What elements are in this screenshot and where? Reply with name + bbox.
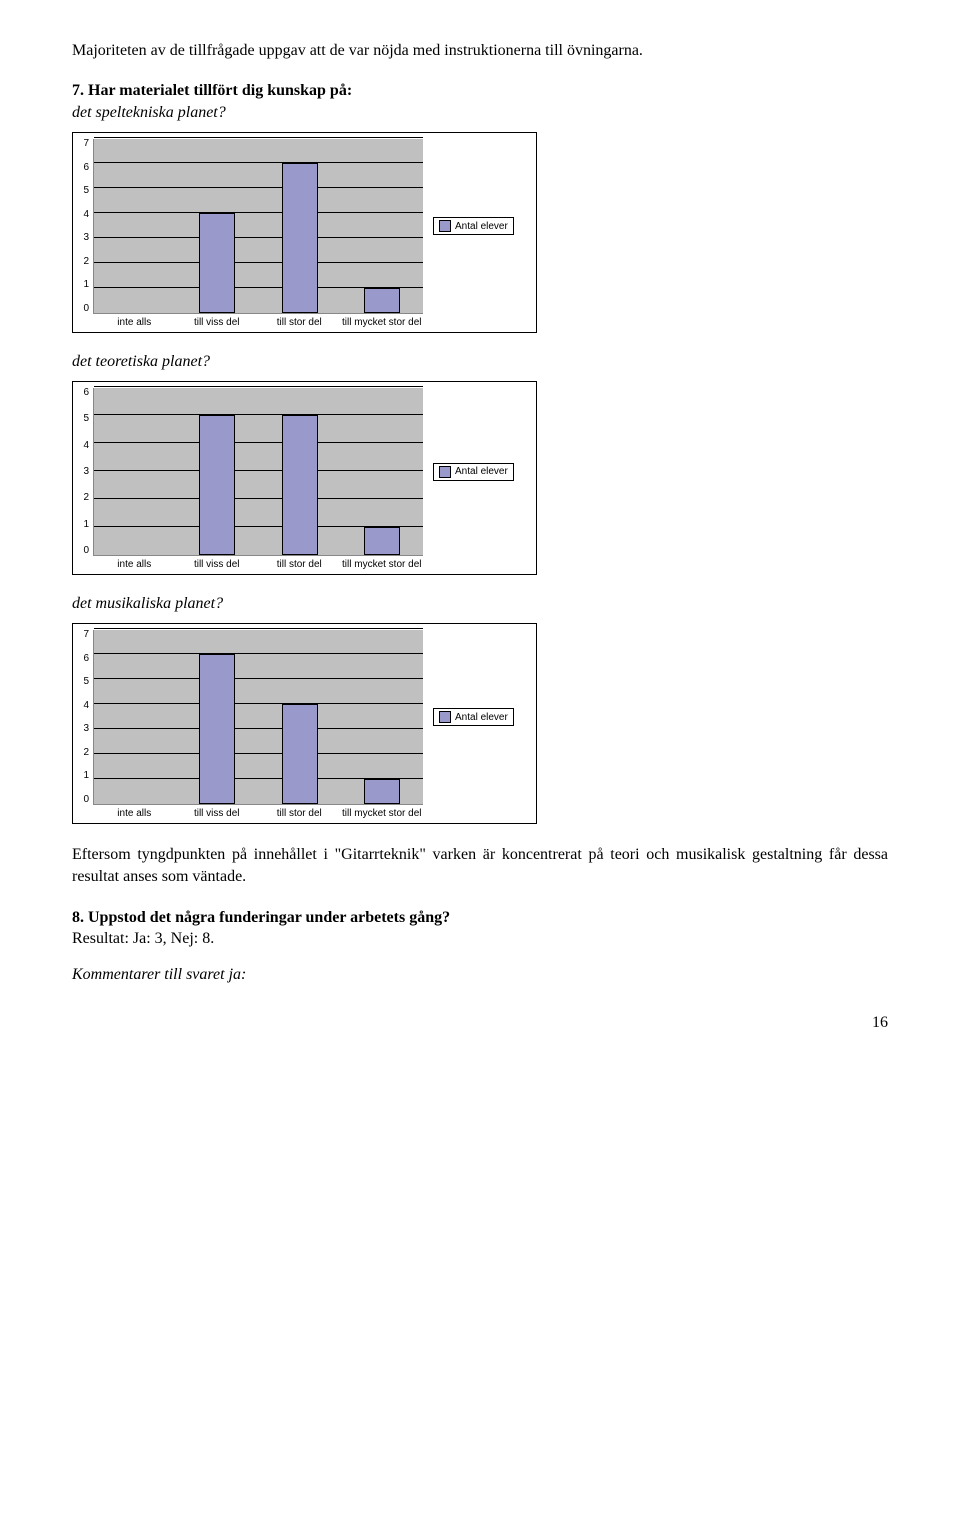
y-tick-label: 5 [83,186,89,196]
chart-legend: Antal elever [433,708,514,726]
x-tick-label: till mycket stor del [341,559,424,570]
x-tick-label: inte alls [93,317,176,328]
y-tick-label: 4 [83,210,89,220]
y-tick-label: 6 [83,654,89,664]
y-tick-label: 6 [83,163,89,173]
legend-swatch [439,220,451,232]
y-tick-label: 0 [83,546,89,556]
y-tick-label: 1 [83,280,89,290]
page-number: 16 [72,1014,888,1032]
bar [199,415,235,555]
bar [199,213,235,313]
y-tick-label: 7 [83,630,89,640]
legend-swatch [439,466,451,478]
x-tick-label: till stor del [258,559,341,570]
q7-subtitle: det speltekniska planet? [72,104,888,122]
y-tick-label: 3 [83,467,89,477]
y-tick-label: 5 [83,414,89,424]
x-tick-label: till stor del [258,317,341,328]
chart-1: 7 6 5 4 3 2 1 0 Antal elever inte allstill viss d… [72,132,537,333]
y-tick-label: 0 [83,304,89,314]
legend-label: Antal elever [455,466,508,477]
legend-label: Antal elever [455,712,508,723]
legend-label: Antal elever [455,221,508,232]
y-tick-label: 2 [83,748,89,758]
q-teoretiska: det teoretiska planet? [72,353,888,371]
y-tick-label: 5 [83,677,89,687]
chart-2: 6 5 4 3 2 1 0 Antal elever inte allstill viss de… [72,381,537,575]
y-tick-label: 1 [83,771,89,781]
conclusion-paragraph: Eftersom tyngdpunkten på innehållet i "G… [72,844,888,889]
y-tick-label: 2 [83,257,89,267]
y-tick-label: 2 [83,493,89,503]
x-tick-label: till viss del [176,317,259,328]
intro-paragraph: Majoriteten av de tillfrågade uppgav att… [72,40,888,62]
chart-3: 7 6 5 4 3 2 1 0 Antal elever inte allstill viss d… [72,623,537,824]
y-tick-label: 7 [83,139,89,149]
y-tick-label: 6 [83,388,89,398]
y-tick-label: 3 [83,233,89,243]
comment-heading: Kommentarer till svaret ja: [72,966,888,984]
y-tick-label: 0 [83,795,89,805]
x-tick-label: till viss del [176,808,259,819]
y-tick-label: 4 [83,441,89,451]
y-tick-label: 1 [83,520,89,530]
chart-legend: Antal elever [433,217,514,235]
y-tick-label: 3 [83,724,89,734]
bar [282,704,318,804]
q8-result: Resultat: Ja: 3, Nej: 8. [72,930,888,948]
bar [199,654,235,804]
q7-heading: 7. Har materialet tillfört dig kunskap p… [72,80,888,102]
q8-heading: 8. Uppstod det några funderingar under a… [72,907,888,929]
y-tick-label: 4 [83,701,89,711]
bar [282,415,318,555]
chart-legend: Antal elever [433,463,514,481]
x-tick-label: till mycket stor del [341,808,424,819]
legend-swatch [439,711,451,723]
bar [282,163,318,313]
x-tick-label: till viss del [176,559,259,570]
bar [364,779,400,804]
bar [364,288,400,313]
x-tick-label: inte alls [93,808,176,819]
x-tick-label: till mycket stor del [341,317,424,328]
bar [364,527,400,555]
x-tick-label: till stor del [258,808,341,819]
x-tick-label: inte alls [93,559,176,570]
q-musikaliska: det musikaliska planet? [72,595,888,613]
